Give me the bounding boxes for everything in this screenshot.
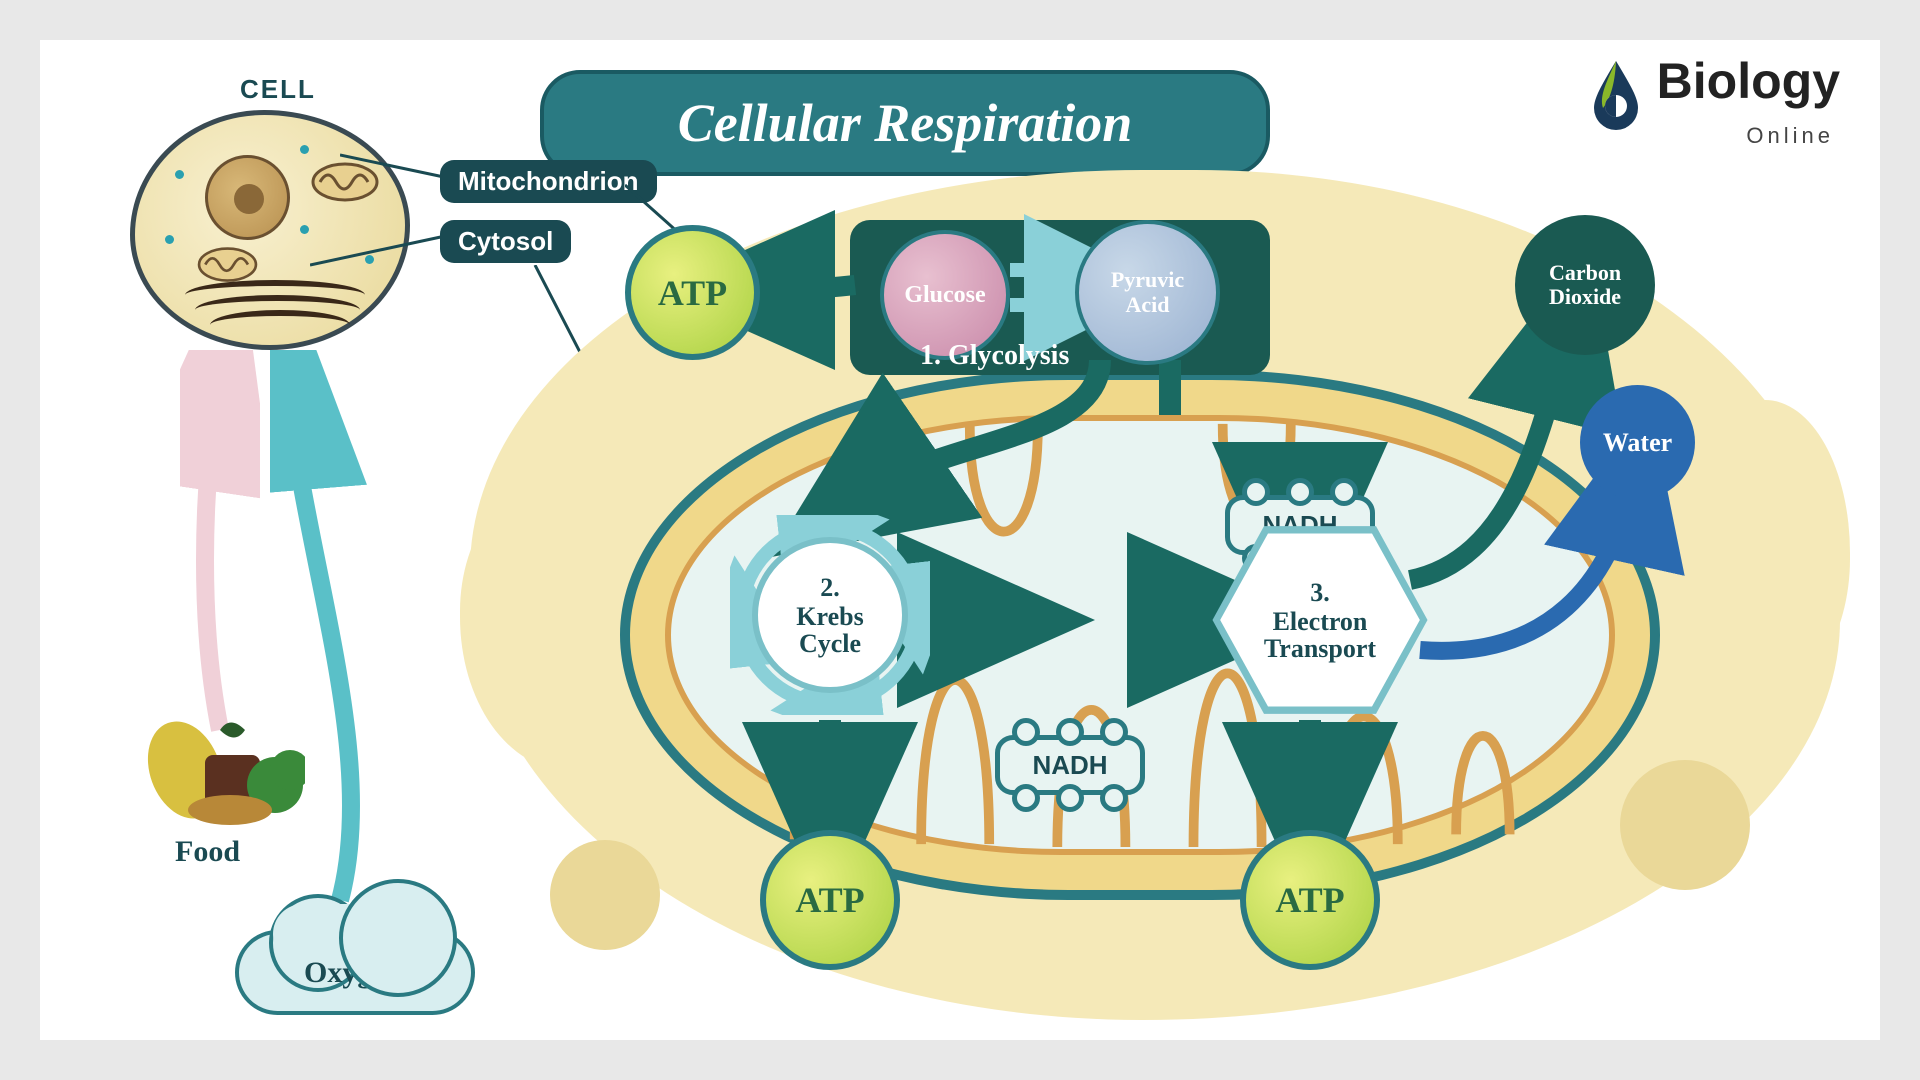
diagram-canvas: Cellular Respiration Biology Online CELL [40,40,1880,1040]
cell-header-label: CELL [240,74,316,105]
logo-drop-icon [1589,56,1644,131]
logo: Biology Online [1589,52,1840,149]
pyruvic-acid-node: Pyruvic Acid [1075,220,1220,365]
atp-node-2: ATP [760,830,900,970]
title-bar: Cellular Respiration [540,70,1270,176]
atp-node-1: ATP [625,225,760,360]
cell-nucleolus [234,184,264,214]
water-node: Water [1580,385,1695,500]
nadh-node-2: NADH [995,735,1145,795]
vesicle [1620,760,1750,890]
pyruvic-text: Pyruvic Acid [1111,268,1184,316]
cytosol-label: Cytosol [440,220,571,263]
logo-text-top: Biology [1657,53,1840,109]
step1-label: 1. Glycolysis [920,340,1069,372]
krebs-wrapper: 2. KrebsCycle [730,515,930,715]
co2-node: Carbon Dioxide [1515,215,1655,355]
cell-nucleus [205,155,290,240]
cytoplasm-lobe [1670,400,1850,700]
oxygen-cloud: Oxygen [235,930,475,1015]
vesicle [550,840,660,950]
krebs-node: 2. KrebsCycle [752,537,908,693]
food-arrow [180,350,260,740]
ribosome-dot [165,235,174,244]
atp-node-3: ATP [1240,830,1380,970]
ribosome-dot [175,170,184,179]
ribosome-dot [300,225,309,234]
food-icon [135,710,305,830]
cell-mito-icon-2 [195,245,260,285]
food-label: Food [175,835,240,869]
ribosome-dot [300,145,309,154]
pointer-line [310,215,460,275]
oxygen-label: Oxygen [304,956,402,990]
cell-er [210,310,350,340]
